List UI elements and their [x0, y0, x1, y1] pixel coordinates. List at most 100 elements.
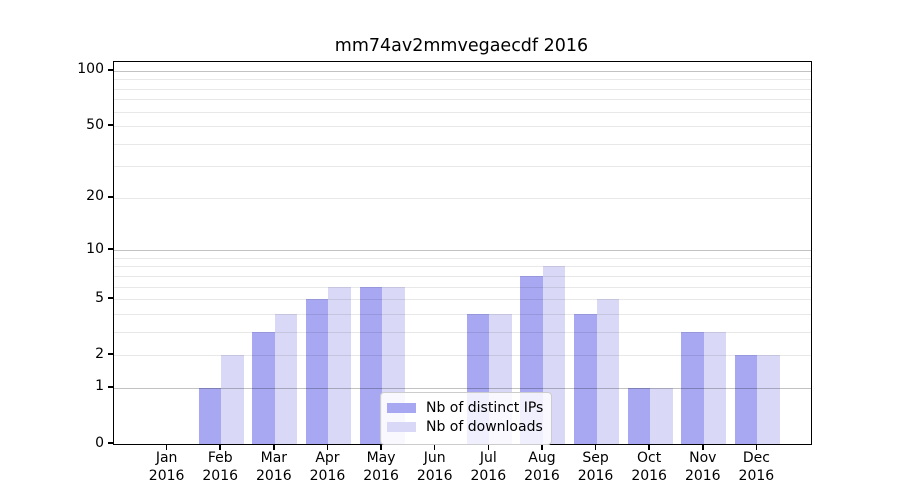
x-tick-month: Apr	[315, 450, 340, 466]
x-tick-month: Jun	[423, 450, 446, 466]
y-tick-mark	[108, 297, 113, 299]
bar-nb-of-downloads-mar	[274, 313, 298, 444]
y-tick-mark	[108, 124, 113, 126]
x-tick-mark	[487, 444, 490, 450]
x-tick-label-dec: Dec 2016	[728, 450, 784, 485]
x-tick-year: 2016	[256, 467, 292, 484]
x-tick-year: 2016	[470, 467, 507, 484]
x-tick-mark	[755, 444, 758, 450]
x-tick-mark	[594, 444, 597, 450]
y-tick-mark	[108, 248, 113, 250]
bar-nb-of-distinct-ips-apr	[305, 299, 329, 444]
gridline-minor	[114, 99, 811, 101]
gridline-major	[114, 70, 811, 72]
gridline-minor	[114, 355, 811, 357]
x-tick-mark	[433, 444, 436, 450]
gridline-minor	[114, 331, 811, 333]
x-tick-label-jun: Jun 2016	[407, 450, 463, 485]
y-tick-mark	[108, 353, 113, 355]
x-tick-month: Jan	[155, 450, 178, 466]
gridline-minor	[114, 126, 811, 128]
legend-label: Nb of distinct IPs	[426, 399, 544, 416]
x-tick-month: Mar	[260, 450, 288, 466]
x-tick-label-oct: Oct 2016	[621, 450, 677, 485]
x-tick-year: 2016	[416, 467, 453, 484]
y-tick-mark	[108, 69, 113, 71]
y-tick-label: 20	[86, 188, 104, 205]
x-tick-year: 2016	[363, 467, 399, 484]
x-tick-year: 2016	[524, 467, 560, 484]
legend-label: Nb of downloads	[426, 418, 543, 435]
y-tick-label: 1	[95, 378, 104, 395]
x-tick-mark	[380, 444, 382, 450]
bar-nb-of-downloads-feb	[221, 355, 244, 444]
x-tick-year: 2016	[684, 467, 721, 484]
bar-nb-of-distinct-ips-oct	[627, 387, 651, 444]
bar-nb-of-downloads-nov	[703, 331, 727, 444]
x-tick-label-aug: Aug 2016	[514, 450, 570, 485]
x-tick-label-may: May 2016	[353, 450, 409, 485]
x-tick-year: 2016	[309, 467, 346, 484]
gridline-minor	[114, 111, 811, 113]
x-tick-mark	[165, 444, 168, 450]
bar-nb-of-distinct-ips-sep	[574, 313, 597, 444]
gridline-minor	[114, 266, 811, 268]
bar-nb-of-downloads-dec	[757, 355, 780, 444]
x-tick-year: 2016	[202, 467, 239, 484]
legend-swatch-nb-of-downloads	[387, 421, 416, 432]
gridline-minor	[114, 257, 811, 259]
x-tick-mark	[326, 444, 329, 450]
x-tick-label-nov: Nov 2016	[675, 450, 731, 485]
gridline-major	[114, 250, 811, 252]
bar-nb-of-distinct-ips-nov	[681, 331, 704, 444]
x-tick-label-jul: Jul 2016	[460, 450, 516, 485]
legend-entry-nb-of-downloads: Nb of downloads	[387, 417, 551, 436]
gridline-minor	[114, 79, 811, 81]
bar-nb-of-downloads-apr	[328, 286, 351, 444]
x-tick-label-jan: Jan 2016	[139, 450, 195, 485]
x-tick-label-mar: Mar 2016	[246, 450, 302, 485]
x-tick-year: 2016	[631, 467, 667, 484]
y-tick-label: 10	[86, 240, 104, 257]
x-tick-month: Dec	[742, 450, 770, 466]
x-tick-month: Aug	[528, 450, 556, 466]
x-tick-label-apr: Apr 2016	[299, 450, 355, 485]
x-tick-mark	[273, 444, 275, 450]
chart-title: mm74av2mmvegaecdf 2016	[334, 36, 589, 56]
legend: Nb of distinct IPs Nb of downloads	[380, 392, 552, 445]
gridline-minor	[114, 88, 811, 90]
bar-nb-of-distinct-ips-may	[359, 286, 383, 444]
gridline-minor	[114, 143, 811, 145]
gridline-minor	[114, 313, 811, 315]
x-tick-mark	[702, 444, 704, 450]
bar-nb-of-distinct-ips-dec	[734, 355, 758, 444]
y-tick-label: 0	[95, 434, 104, 451]
x-tick-mark	[541, 444, 543, 450]
gridline-minor	[114, 197, 811, 199]
x-tick-mark	[648, 444, 650, 450]
bar-nb-of-downloads-sep	[596, 299, 620, 444]
x-tick-year: 2016	[738, 467, 775, 484]
y-tick-mark	[108, 442, 113, 444]
y-tick-label: 2	[95, 345, 104, 362]
gridline-minor	[114, 286, 811, 288]
bar-nb-of-downloads-oct	[650, 387, 673, 444]
y-tick-label: 50	[86, 116, 104, 133]
x-tick-month: Jul	[479, 450, 497, 466]
bar-nb-of-distinct-ips-mar	[252, 331, 275, 444]
gridline-minor	[114, 299, 811, 301]
plot-area: Nb of distinct IPs Nb of downloads	[113, 61, 812, 445]
x-tick-month: Nov	[689, 450, 717, 466]
y-tick-label: 5	[95, 289, 104, 306]
gridline-minor	[114, 275, 811, 277]
x-tick-year: 2016	[148, 467, 185, 484]
y-tick-mark	[108, 386, 113, 388]
x-tick-month: Oct	[637, 450, 662, 466]
x-tick-month: Sep	[582, 450, 609, 466]
legend-swatch-nb-of-distinct-ips	[387, 402, 416, 413]
legend-entry-nb-of-distinct-ips: Nb of distinct IPs	[387, 398, 551, 417]
x-tick-year: 2016	[577, 467, 614, 484]
y-tick-mark	[108, 196, 113, 198]
gridline-minor	[114, 166, 811, 168]
